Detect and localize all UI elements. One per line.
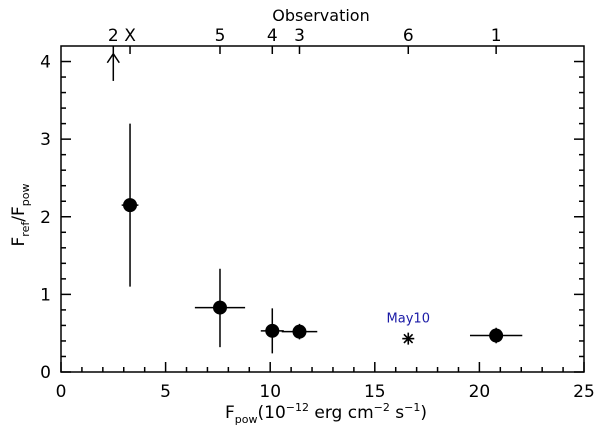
y-tick-label: 4 — [40, 53, 51, 73]
axis-ticks — [60, 60, 585, 373]
limit-arrow — [106, 52, 120, 81]
arrow-head — [106, 52, 120, 64]
y-tick-label: 0 — [40, 363, 51, 383]
y-tick-label: 3 — [40, 130, 51, 150]
annotation-label: May10 — [387, 312, 430, 327]
y-tick-label: 1 — [40, 285, 51, 305]
plot-border — [60, 45, 585, 373]
plot-frame — [60, 45, 585, 373]
observation-label: 1 — [491, 26, 502, 46]
x-tick-label: 0 — [56, 382, 67, 402]
top-axis-title: Observation — [272, 6, 369, 25]
star-point — [402, 332, 415, 345]
observation-label: 4 — [267, 26, 278, 46]
x-axis-title: Fpow(10−12 erg cm−2 s−1) — [225, 401, 427, 426]
data-point — [212, 300, 227, 315]
y-axis-title: Fref/Fpow — [9, 184, 32, 247]
x-tick-label: 15 — [364, 382, 386, 402]
observation-label: 5 — [215, 26, 226, 46]
star-stroke — [403, 333, 414, 344]
y-tick-label: 2 — [40, 208, 51, 228]
data-point — [489, 328, 504, 343]
x-tick-label: 25 — [573, 382, 595, 402]
observation-label: X — [124, 26, 136, 46]
x-tick-label: 20 — [469, 382, 491, 402]
tick-labels: 0 5 10 15 20 25 0 1 2 3 4 — [40, 53, 595, 402]
data-point — [265, 323, 280, 338]
data-point — [123, 198, 138, 213]
x-tick-label: 10 — [259, 382, 281, 402]
observation-label: 2 — [108, 26, 119, 46]
x-tick-label: 5 — [160, 382, 171, 402]
data-point — [292, 324, 307, 339]
observation-label: 3 — [294, 26, 305, 46]
observation-label: 6 — [403, 26, 414, 46]
data-marks: May10 — [106, 52, 523, 354]
